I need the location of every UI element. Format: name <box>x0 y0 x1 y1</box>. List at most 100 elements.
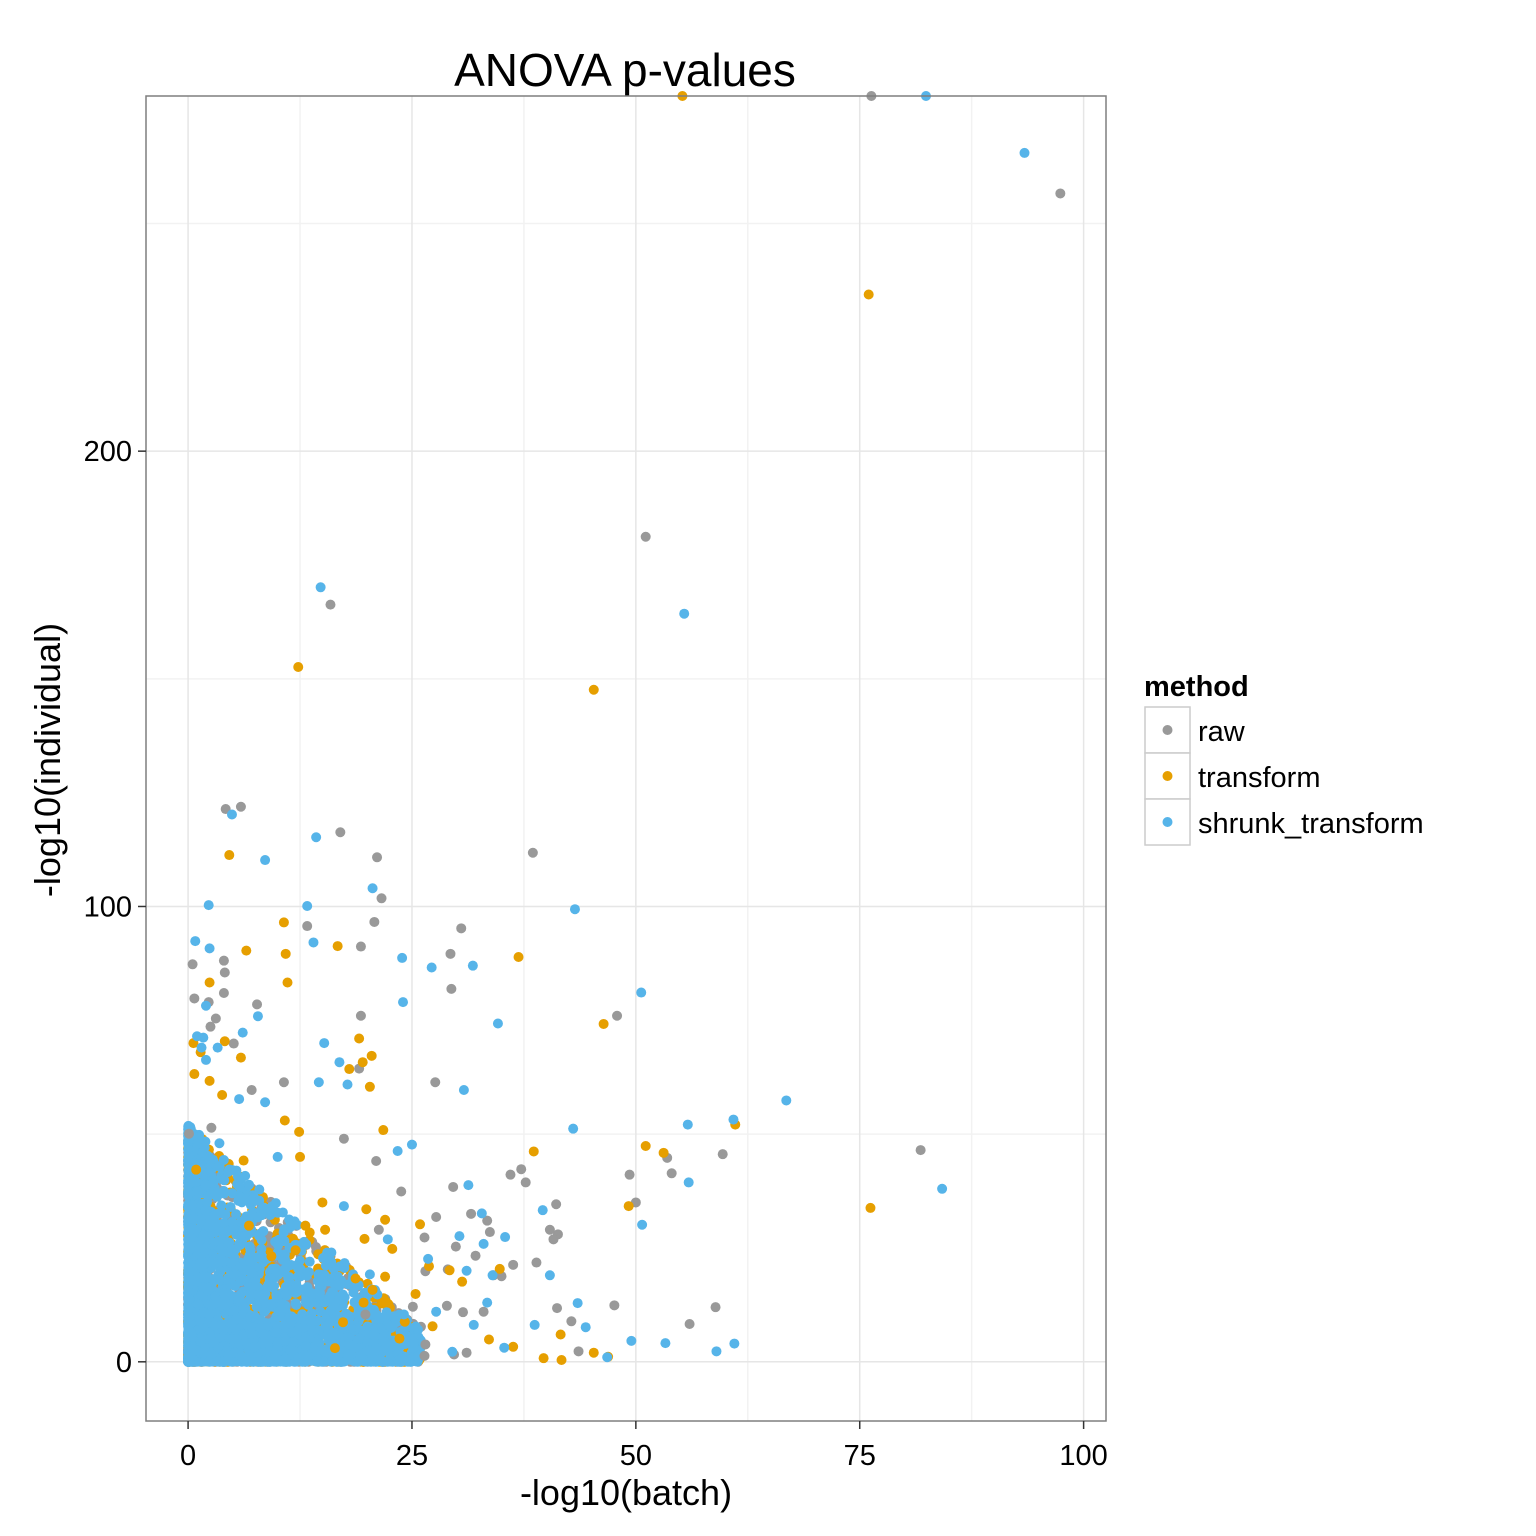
dense-point <box>283 1272 294 1283</box>
point-shrunk-transform <box>237 1027 248 1038</box>
dense-point <box>183 1213 194 1224</box>
dense-point <box>276 1304 287 1315</box>
point-shrunk-transform <box>398 1309 409 1320</box>
dense-point <box>193 1132 204 1143</box>
point-shrunk-transform <box>637 1219 648 1230</box>
point-transform <box>427 1321 438 1332</box>
dense-point <box>249 1311 260 1322</box>
legend: method raw transform shrunk_transform <box>1144 671 1424 846</box>
point-shrunk-transform <box>482 1297 493 1308</box>
point-shrunk-transform <box>231 1334 242 1345</box>
dense-point <box>258 1329 269 1340</box>
dense-point <box>375 1353 386 1364</box>
dense-point <box>214 1275 225 1286</box>
point-shrunk-transform <box>367 883 378 894</box>
point-transform <box>358 1297 369 1308</box>
dense-point <box>244 1179 255 1190</box>
point-raw <box>210 1013 221 1024</box>
point-raw <box>666 1168 677 1179</box>
dense-point <box>258 1202 269 1213</box>
dense-point <box>235 1192 246 1203</box>
point-shrunk-transform <box>461 1265 472 1276</box>
dense-point <box>218 1256 229 1267</box>
dense-point <box>348 1287 359 1298</box>
point-transform <box>380 1214 391 1225</box>
point-shrunk-transform <box>272 1151 283 1162</box>
point-raw <box>441 1300 452 1311</box>
dense-point <box>256 1293 267 1304</box>
dense-point <box>228 1305 239 1316</box>
dense-point <box>334 1276 345 1287</box>
dense-point <box>185 1158 196 1169</box>
point-raw <box>461 1347 472 1358</box>
dense-point <box>235 1172 246 1183</box>
dense-point <box>355 1351 366 1362</box>
point-shrunk-transform <box>198 1032 209 1043</box>
dense-point <box>220 1209 231 1220</box>
point-transform <box>189 1069 200 1080</box>
point-shrunk-transform <box>529 1319 540 1330</box>
point-raw <box>235 801 246 812</box>
point-raw <box>573 1346 584 1357</box>
point-shrunk-transform <box>492 1018 503 1029</box>
y-axis-title: -log10(individual) <box>27 623 68 897</box>
dense-point <box>271 1327 282 1338</box>
dense-point <box>345 1323 356 1334</box>
point-transform <box>224 850 235 861</box>
point-raw <box>372 852 383 863</box>
point-raw <box>420 1339 431 1350</box>
point-raw <box>373 1224 384 1235</box>
point-shrunk-transform <box>338 1201 349 1212</box>
dense-point <box>369 1330 380 1341</box>
dense-point <box>280 1289 291 1300</box>
point-transform <box>538 1353 549 1364</box>
point-raw <box>552 1303 563 1314</box>
legend-label-transform: transform <box>1198 762 1320 794</box>
dense-point <box>190 1176 201 1187</box>
dense-point <box>218 1324 229 1335</box>
dense-point <box>184 1266 195 1277</box>
dense-point <box>216 1242 227 1253</box>
dense-point <box>315 1306 326 1317</box>
dense-point <box>219 1288 230 1299</box>
point-raw <box>228 1038 239 1049</box>
point-shrunk-transform <box>500 1232 511 1243</box>
point-raw <box>187 959 198 970</box>
point-shrunk-transform <box>323 1334 334 1345</box>
point-shrunk-transform <box>487 1270 498 1281</box>
point-raw <box>189 993 200 1004</box>
dense-point <box>199 1142 210 1153</box>
dense-point <box>378 1345 389 1356</box>
point-shrunk-transform <box>398 997 409 1008</box>
y-tick-label: 100 <box>84 891 132 923</box>
point-raw <box>710 1302 721 1313</box>
point-shrunk-transform <box>252 1011 263 1022</box>
dense-point <box>186 1328 197 1339</box>
dense-point <box>300 1340 311 1351</box>
dense-point <box>269 1281 280 1292</box>
point-raw <box>371 1156 382 1167</box>
point-raw <box>278 1077 289 1088</box>
dense-point <box>216 1200 227 1211</box>
plot-border <box>145 95 1107 1422</box>
dense-point <box>298 1236 309 1247</box>
dense-point <box>237 1236 248 1247</box>
x-tick-label: 25 <box>396 1440 428 1472</box>
point-transform <box>367 1284 378 1295</box>
point-raw <box>445 948 456 959</box>
dense-point <box>200 1205 211 1216</box>
point-transform <box>380 1271 391 1282</box>
point-raw <box>407 1301 418 1312</box>
dense-point <box>320 1271 331 1282</box>
dense-point <box>352 1342 363 1353</box>
point-shrunk-transform <box>431 1306 442 1317</box>
dense-point <box>343 1339 354 1350</box>
legend-swatch-raw <box>1162 725 1173 735</box>
point-transform <box>204 1075 215 1086</box>
point-shrunk-transform <box>204 943 215 954</box>
point-raw <box>219 967 230 978</box>
point-shrunk-transform <box>193 1242 204 1253</box>
point-raw <box>640 531 651 542</box>
dense-point <box>218 1155 229 1166</box>
dense-point <box>227 1217 238 1228</box>
